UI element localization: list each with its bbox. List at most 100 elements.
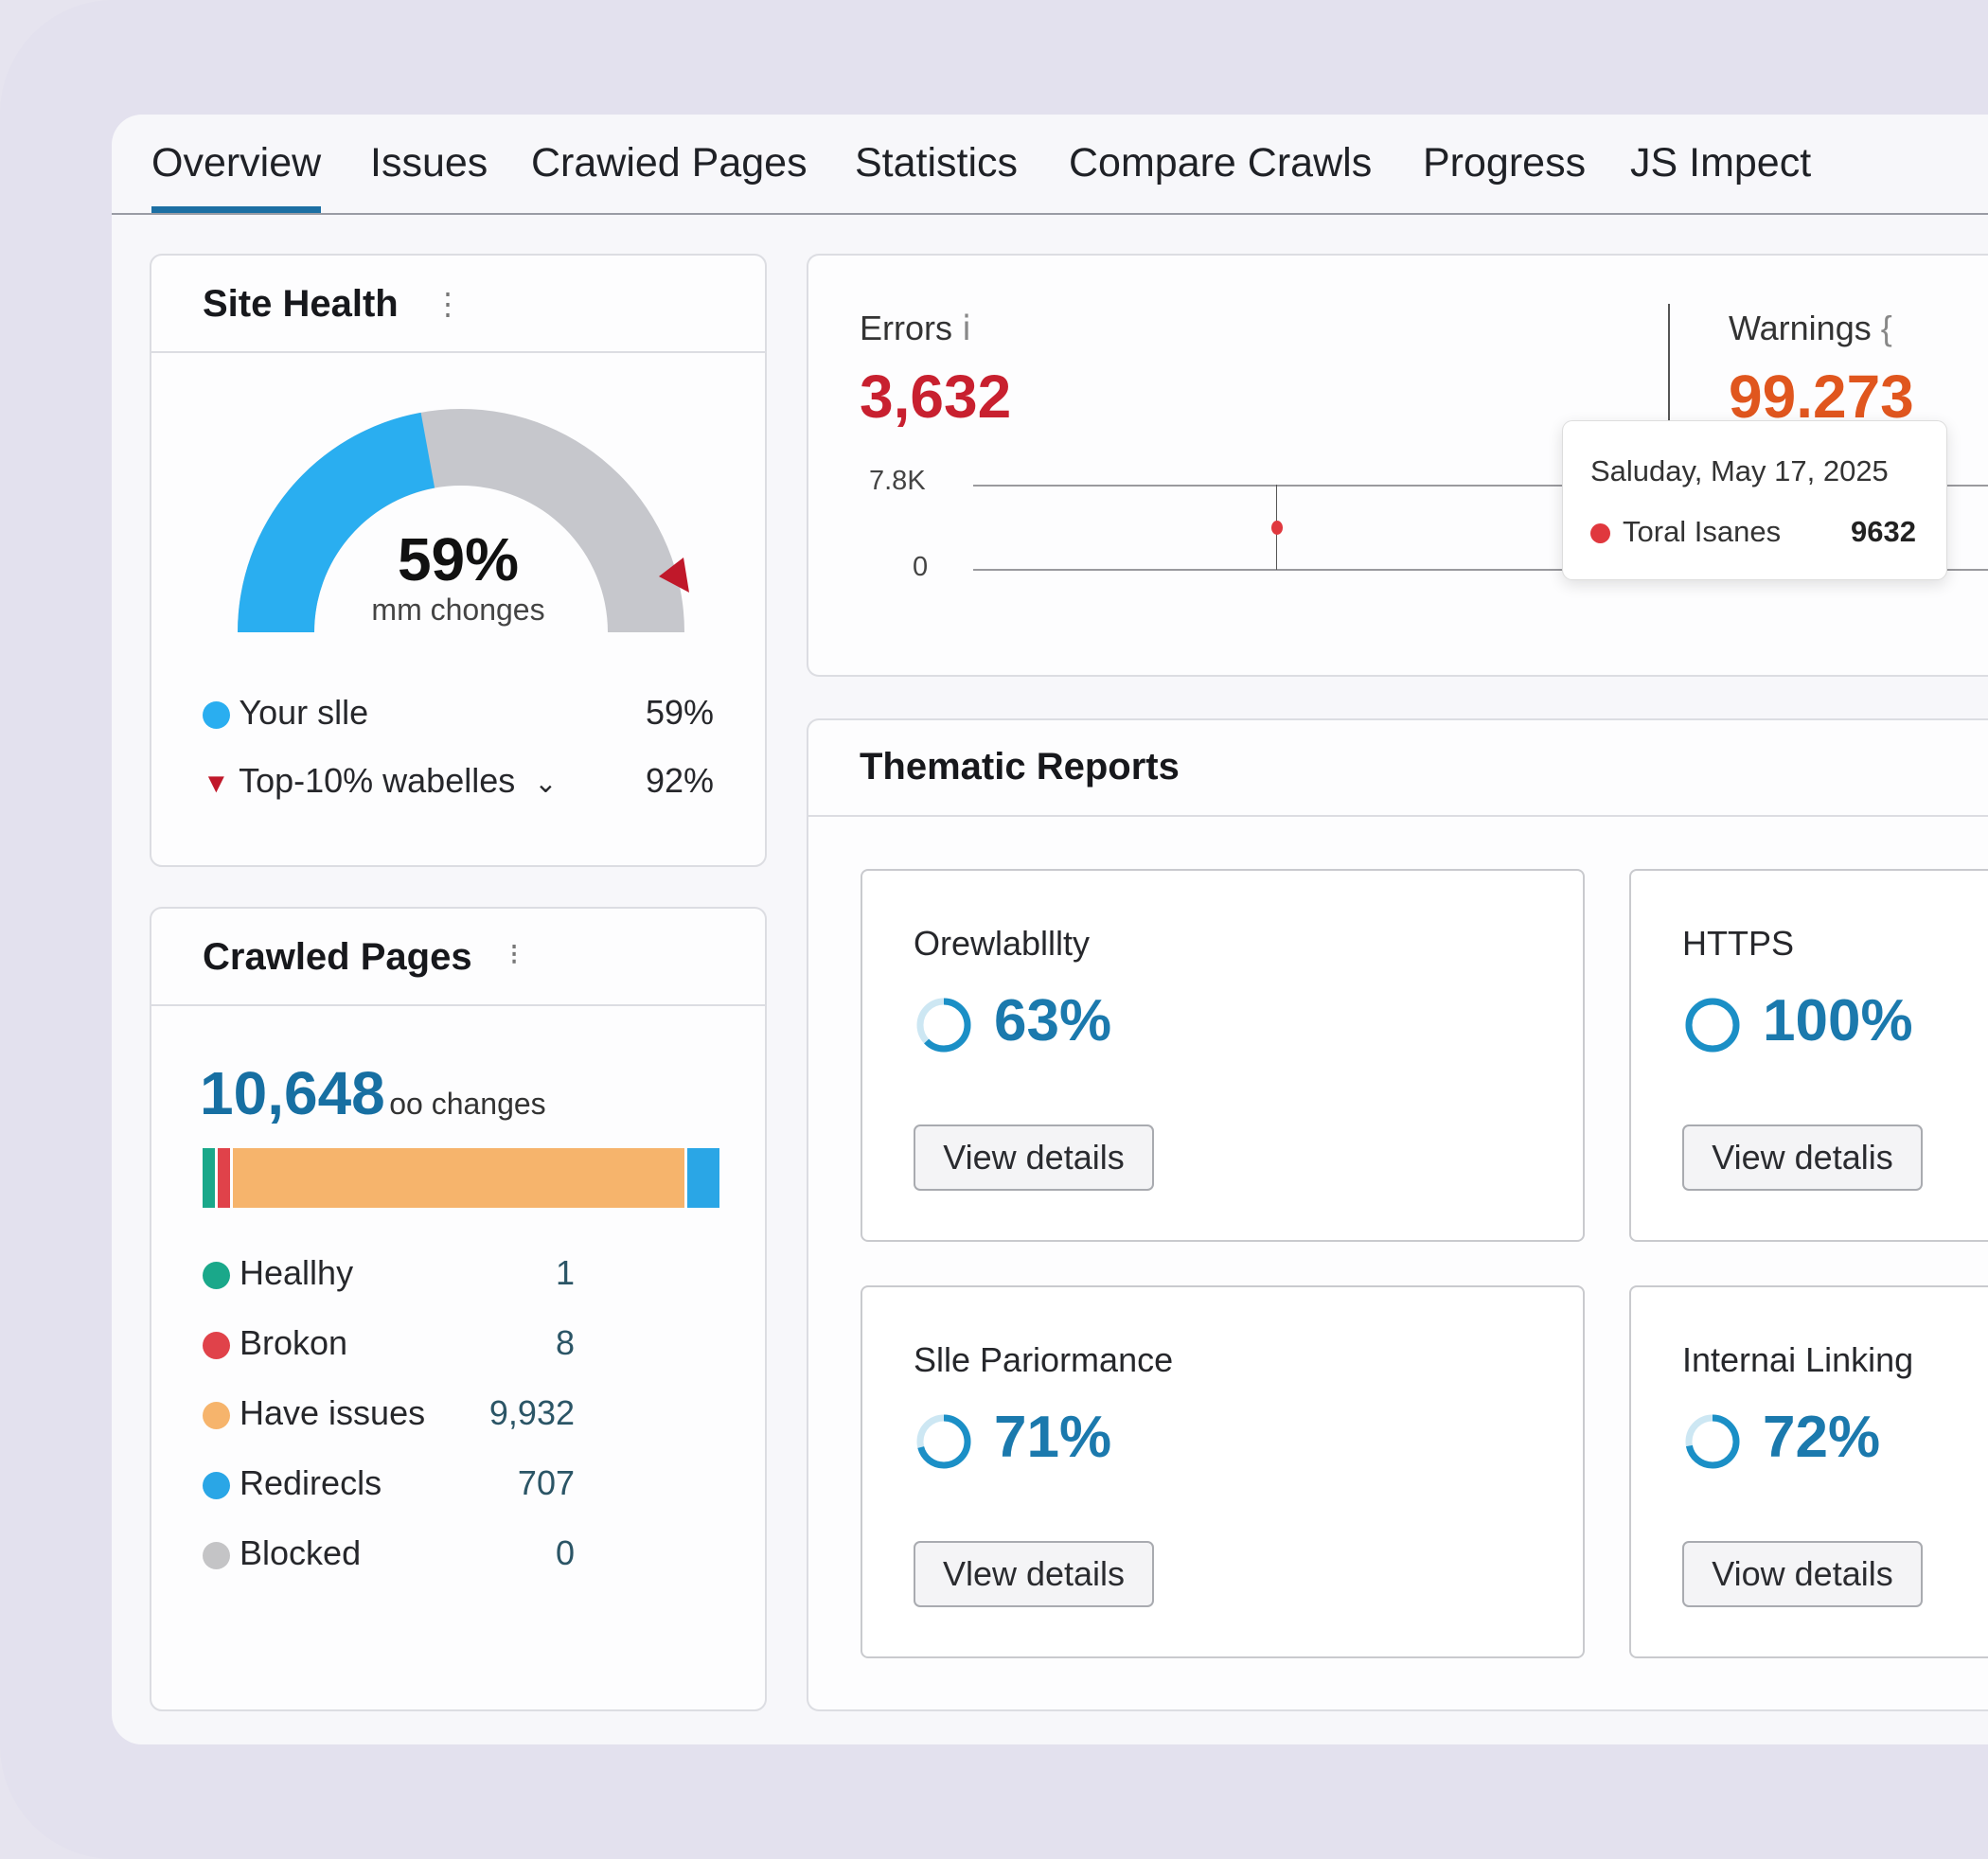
tab-bar: Overview Issues Crawied Pages Statistics…: [112, 115, 1988, 215]
total-suffix: oo changes: [389, 1087, 546, 1121]
legend-label: Your slle: [239, 693, 369, 732]
legend-item[interactable]: Heallhy: [203, 1253, 353, 1293]
more-menu-icon[interactable]: ⋮: [433, 287, 463, 321]
legend-value: 59%: [645, 693, 714, 732]
legend-label: Redirecls: [240, 1463, 382, 1502]
tab-crawled-pages[interactable]: Crawied Pages: [531, 140, 808, 186]
legend-label: Heallhy: [240, 1253, 354, 1292]
report-label: Slle Pariormance: [914, 1340, 1174, 1379]
warnings-value: 99.273: [1729, 363, 1914, 431]
legend-item[interactable]: Have issues: [203, 1393, 425, 1433]
gridline-top: [973, 485, 1988, 487]
card-header: [151, 256, 765, 353]
blue-dot-icon: [203, 700, 230, 729]
site-health-card: Site Health ⋮ 59% m​m chonges Your slle …: [150, 254, 767, 867]
status-dot-icon: [203, 1261, 230, 1289]
report-percent: 63%: [994, 988, 1112, 1053]
tooltip-series-label: Toral Isanes: [1623, 515, 1782, 548]
legend-item[interactable]: Blocked: [203, 1533, 361, 1573]
legend-top-sites[interactable]: ▼ Top-10% wabelles ⌄: [203, 761, 558, 801]
status-dot-icon: [203, 1331, 230, 1359]
view-details-button[interactable]: Vlew details: [914, 1541, 1154, 1607]
thematic-report-card: HTTPS 100% View detalis: [1629, 869, 1988, 1242]
errors-label: Errors ⅰ: [860, 309, 971, 348]
errors-value: 3,632: [860, 363, 1012, 431]
y-tick-label: 0: [913, 552, 929, 582]
data-point[interactable]: [1271, 521, 1283, 535]
thematic-title: Thematic Reports: [860, 746, 1180, 788]
status-dot-icon: [203, 1541, 230, 1569]
site-health-title: Site Health: [203, 283, 399, 325]
legend-count: 8: [555, 1323, 575, 1362]
gridline-zero: [973, 569, 1988, 571]
errors-label-text: Errors: [860, 309, 952, 347]
card-header: [151, 909, 765, 1006]
red-dot-icon: [1590, 523, 1610, 544]
legend-item[interactable]: Brokon: [203, 1323, 347, 1363]
progress-ring-icon: [916, 998, 971, 1053]
progress-ring-icon: [1685, 1414, 1740, 1469]
thematic-report-card: Orewlablllty 63% View details: [861, 869, 1585, 1242]
thematic-reports-card: Thematic Reports Orewlablllty 63% View d…: [807, 718, 1988, 1711]
tooltip-series: Toral Isanes: [1590, 515, 1781, 549]
crawled-total: 10,648 oo changes: [200, 1058, 546, 1128]
divider: [1668, 304, 1670, 424]
info-icon[interactable]: {: [1880, 309, 1892, 347]
crawled-pages-card: Crawled Pages ⁝ 10,648 oo changes Heallh…: [150, 907, 767, 1711]
tab-statistics[interactable]: Statistics: [855, 140, 1019, 186]
info-icon[interactable]: ⅰ: [962, 309, 972, 347]
y-tick-label: 7.8K: [869, 466, 926, 496]
triangle-down-icon: ▼: [203, 769, 230, 799]
tab-progress[interactable]: Progress: [1423, 140, 1587, 186]
tooltip-value: 9632: [1851, 515, 1916, 548]
legend-label: Top-10% wabelles: [239, 761, 516, 800]
report-label: Internai Linking: [1682, 1340, 1914, 1379]
gauge-marker-icon: [659, 558, 689, 593]
view-details-button[interactable]: View details: [914, 1124, 1154, 1191]
card-header: [808, 720, 1988, 817]
crawled-stacked-bar: [203, 1148, 719, 1208]
view-details-button[interactable]: Viow details: [1682, 1541, 1923, 1607]
legend-item[interactable]: Redirecls: [203, 1463, 382, 1503]
report-percent: 100%: [1763, 988, 1913, 1053]
report-label: HTTPS: [1682, 924, 1795, 963]
status-dot-icon: [203, 1471, 230, 1499]
tab-compare-crawls[interactable]: Compare Crawls: [1069, 140, 1373, 186]
warnings-label: Warnings {: [1729, 309, 1892, 348]
legend-count: 0: [555, 1533, 575, 1572]
bar-segment-brokon: [217, 1148, 230, 1208]
progress-ring-icon: [916, 1414, 971, 1469]
thematic-report-card: Internai Linking 72% Viow details: [1629, 1285, 1988, 1658]
tab-js-impact[interactable]: JS Impect: [1630, 140, 1812, 186]
legend-count: 707: [517, 1463, 575, 1502]
more-menu-icon[interactable]: ⁝: [509, 937, 520, 971]
view-details-button[interactable]: View detalis: [1682, 1124, 1923, 1191]
tab-issues[interactable]: Issues: [370, 140, 488, 186]
legend-your-site: Your slle: [203, 693, 368, 733]
site-health-sublabel: m​m chonges: [371, 593, 545, 627]
site-health-gauge: [238, 409, 689, 632]
tooltip-date: Saluday, May 17, 2025: [1590, 454, 1889, 487]
legend-count: 1: [555, 1253, 575, 1292]
bar-segment-heallhy: [203, 1148, 215, 1208]
progress-ring-icon: [1685, 998, 1740, 1053]
legend-count: 9,932: [488, 1393, 575, 1432]
chart-tooltip: Saluday, May 17, 2025 Toral Isanes 9632: [1562, 420, 1947, 580]
report-percent: 72%: [1763, 1405, 1881, 1470]
legend-label: Blocked: [240, 1533, 362, 1572]
thematic-report-card: Slle Pariormance 71% Vlew details: [861, 1285, 1585, 1658]
legend-label: Have issues: [240, 1393, 426, 1432]
gauge-fill: [238, 412, 435, 632]
legend-value: 92%: [645, 761, 714, 800]
site-health-percent: 59%: [397, 525, 520, 593]
errors-card: Errors ⅰ 3,632 Warnings { 99.273 7.8K 0 …: [807, 254, 1988, 677]
warnings-label-text: Warnings: [1729, 309, 1872, 347]
tab-overview[interactable]: Overview: [151, 140, 322, 213]
report-label: Orewlablllty: [914, 924, 1091, 963]
bar-segment-have-issues: [232, 1148, 685, 1208]
chevron-down-icon[interactable]: ⌄: [534, 769, 558, 799]
total-value: 10,648: [200, 1059, 385, 1127]
crawled-pages-title: Crawled Pages: [203, 936, 472, 978]
status-dot-icon: [203, 1401, 230, 1429]
